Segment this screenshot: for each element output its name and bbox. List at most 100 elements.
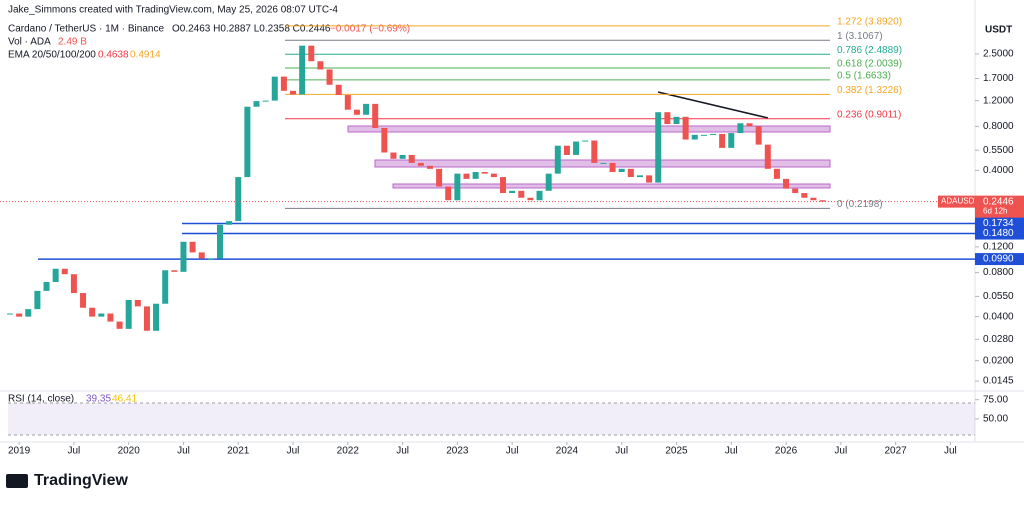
x-tick-label: 2026 — [775, 446, 798, 457]
candle — [43, 282, 50, 291]
x-tick-label: 2019 — [8, 446, 31, 457]
candle — [700, 134, 707, 136]
last-price-symbol: ADAUSDT — [941, 197, 979, 206]
currency: USDT — [985, 25, 1012, 36]
candle — [107, 313, 114, 322]
candle — [646, 175, 653, 183]
x-tick-label: 2023 — [446, 446, 469, 457]
symbol: Cardano / TetherUS · 1M · Binance — [8, 24, 164, 35]
candle — [262, 100, 269, 102]
candle — [728, 133, 735, 148]
y-tick-label: 1.7000 — [983, 73, 1014, 84]
candle — [89, 307, 96, 317]
candle — [545, 173, 552, 191]
candle — [153, 303, 160, 331]
candle — [162, 270, 169, 304]
candle — [34, 290, 41, 310]
candle — [746, 123, 753, 127]
y-tick-label: 0.5500 — [983, 145, 1014, 156]
candle — [518, 190, 525, 198]
candle — [143, 306, 150, 331]
candle — [25, 309, 32, 317]
volume-value: 2.49 B — [58, 37, 87, 48]
candle — [509, 190, 516, 194]
level-tag — [975, 227, 1024, 240]
candle — [609, 162, 616, 172]
candle — [783, 178, 790, 189]
x-tick-label: Jul — [68, 446, 81, 457]
zone — [347, 125, 831, 133]
fib-label: 0.786 (2.4889) — [837, 45, 902, 56]
candle — [326, 69, 333, 85]
candle — [80, 293, 87, 308]
candle — [655, 112, 662, 183]
candle — [792, 188, 799, 194]
x-tick-label: Jul — [944, 446, 957, 457]
x-tick-label: Jul — [725, 446, 738, 457]
y-tick-label: 1.2000 — [983, 95, 1014, 106]
candle — [317, 61, 324, 70]
level-label: 0.1734 — [983, 218, 1014, 229]
x-tick-label: 2022 — [337, 446, 360, 457]
candle — [764, 144, 771, 169]
y-tick-label: 0.1200 — [983, 241, 1014, 252]
y-tick-label: 0.0200 — [983, 355, 1014, 366]
trendline — [657, 91, 769, 119]
candle — [527, 197, 534, 201]
level-label: 0.0990 — [983, 254, 1014, 265]
candle — [7, 313, 13, 315]
y-tick-label: 0.0550 — [983, 291, 1014, 302]
ema-value: 0.4914 — [130, 50, 161, 61]
candle — [481, 171, 488, 174]
candle — [61, 268, 68, 275]
candle — [171, 270, 178, 272]
candle — [189, 241, 196, 253]
y-tick-label: 0.4000 — [983, 165, 1014, 176]
candle — [573, 141, 580, 155]
candle — [426, 165, 433, 169]
candle — [299, 45, 306, 95]
x-tick-label: Jul — [177, 446, 190, 457]
candle — [554, 145, 561, 174]
candle — [682, 116, 689, 140]
level-label: 0.1480 — [983, 228, 1014, 239]
candle — [691, 134, 698, 140]
rsi-band — [8, 403, 975, 435]
candle — [454, 173, 461, 201]
ema-value: 0.4638 — [98, 50, 129, 61]
candle — [600, 162, 607, 164]
candle — [719, 133, 726, 148]
candle — [335, 84, 342, 96]
candle — [399, 154, 406, 159]
candle — [819, 200, 826, 202]
x-tick-label: 2025 — [665, 446, 688, 457]
fib-label: 0 (0.2198) — [837, 199, 883, 210]
last-price-label: 0.2446 — [983, 196, 1014, 207]
candle — [372, 103, 379, 128]
y-tick-label: 0.0400 — [983, 311, 1014, 322]
candle — [500, 177, 507, 194]
level-tag — [975, 253, 1024, 266]
x-tick-label: 2020 — [118, 446, 141, 457]
candle — [244, 106, 251, 178]
candle — [271, 76, 278, 101]
candle — [16, 313, 23, 317]
level-tag — [975, 217, 1024, 230]
rsi-value: 39.35 — [86, 394, 111, 405]
candle — [125, 299, 132, 329]
candle — [463, 173, 470, 179]
candle — [591, 140, 598, 163]
candle — [810, 197, 817, 201]
x-tick-label: 2027 — [884, 446, 907, 457]
candle — [390, 152, 397, 159]
change: −0.0017 (−0.69%) — [330, 24, 410, 35]
candle — [198, 252, 205, 259]
y-tick-label: 0.8000 — [983, 121, 1014, 132]
candle — [582, 140, 589, 142]
fib-label: 0.236 (0.9011) — [837, 109, 901, 120]
candle — [216, 224, 223, 259]
ohlc: O0.2463 H0.2887 L0.2358 C0.2446 — [172, 24, 331, 35]
candle — [664, 112, 671, 125]
fib-label: 1 (3.1067) — [837, 31, 883, 42]
